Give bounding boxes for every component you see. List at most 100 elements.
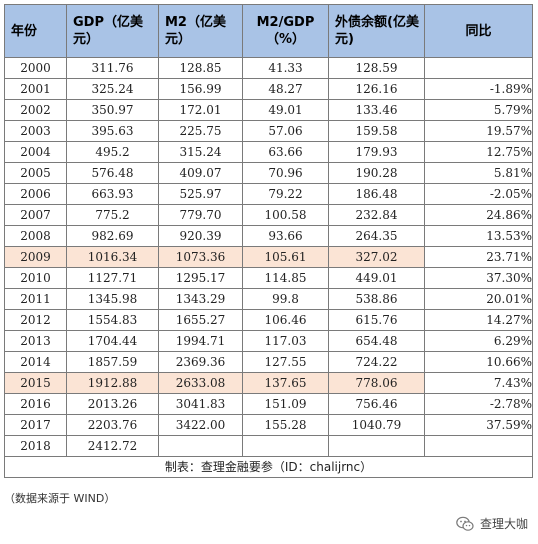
- cell-yoy: [424, 57, 533, 79]
- cell-year: 2013: [4, 330, 67, 352]
- cell-m2-gdp: 106.46: [242, 309, 329, 331]
- cell-m2: 2369.36: [158, 351, 243, 373]
- cell-m2: 2633.08: [158, 372, 243, 394]
- table-row: 2006 663.93 525.97 79.22 186.48 -2.05%: [4, 183, 533, 205]
- cell-external-debt: [328, 435, 425, 457]
- source-note: （数据来源于 WIND）: [4, 492, 116, 505]
- cell-m2-gdp: 114.85: [242, 267, 329, 289]
- cell-external-debt: 615.76: [328, 309, 425, 331]
- cell-year: 2006: [4, 183, 67, 205]
- cell-m2: 3422.00: [158, 414, 243, 436]
- cell-m2: 920.39: [158, 225, 243, 247]
- cell-yoy: 23.71%: [424, 246, 533, 268]
- cell-m2: 1655.27: [158, 309, 243, 331]
- footer-row: 制表：查理金融要参（ID：chalijrnc）: [4, 456, 533, 478]
- cell-m2-gdp: 100.58: [242, 204, 329, 226]
- cell-m2-gdp: 70.96: [242, 162, 329, 184]
- cell-gdp: 325.24: [66, 78, 159, 100]
- table-row: 2012 1554.83 1655.27 106.46 615.76 14.27%: [4, 309, 533, 331]
- cell-m2: 1073.36: [158, 246, 243, 268]
- cell-external-debt: 179.93: [328, 141, 425, 163]
- header-external-debt: 外债余额(亿美元): [328, 4, 425, 58]
- table-row: 2002 350.97 172.01 49.01 133.46 5.79%: [4, 99, 533, 121]
- header-yoy: 同比: [424, 4, 533, 58]
- cell-m2: 3041.83: [158, 393, 243, 415]
- cell-gdp: 395.63: [66, 120, 159, 142]
- cell-external-debt: 128.59: [328, 57, 425, 79]
- cell-external-debt: 538.86: [328, 288, 425, 310]
- cell-year: 2017: [4, 414, 67, 436]
- cell-external-debt: 232.84: [328, 204, 425, 226]
- cell-year: 2008: [4, 225, 67, 247]
- cell-year: 2018: [4, 435, 67, 457]
- cell-m2-gdp: 41.33: [242, 57, 329, 79]
- cell-m2: [158, 435, 243, 457]
- wechat-icon: [456, 516, 474, 531]
- cell-m2-gdp: 117.03: [242, 330, 329, 352]
- cell-m2-gdp: 105.61: [242, 246, 329, 268]
- cell-year: 2010: [4, 267, 67, 289]
- cell-gdp: 576.48: [66, 162, 159, 184]
- cell-gdp: 1857.59: [66, 351, 159, 373]
- cell-m2-gdp: 79.22: [242, 183, 329, 205]
- cell-year: 2000: [4, 57, 67, 79]
- cell-gdp: 2203.76: [66, 414, 159, 436]
- cell-external-debt: 186.48: [328, 183, 425, 205]
- cell-gdp: 2013.26: [66, 393, 159, 415]
- cell-gdp: 1016.34: [66, 246, 159, 268]
- table-row: 2011 1345.98 1343.29 99.8 538.86 20.01%: [4, 288, 533, 310]
- cell-gdp: 311.76: [66, 57, 159, 79]
- cell-external-debt: 327.02: [328, 246, 425, 268]
- cell-gdp: 1127.71: [66, 267, 159, 289]
- table-row: 2010 1127.71 1295.17 114.85 449.01 37.30%: [4, 267, 533, 289]
- cell-gdp: 350.97: [66, 99, 159, 121]
- cell-m2-gdp: 155.28: [242, 414, 329, 436]
- cell-yoy: 19.57%: [424, 120, 533, 142]
- table-row: 2018 2412.72: [4, 435, 533, 457]
- cell-yoy: -1.89%: [424, 78, 533, 100]
- cell-yoy: 6.29%: [424, 330, 533, 352]
- cell-yoy: -2.78%: [424, 393, 533, 415]
- watermark: 查理大咖: [456, 515, 528, 532]
- cell-m2-gdp: [242, 435, 329, 457]
- cell-year: 2003: [4, 120, 67, 142]
- cell-m2-gdp: 93.66: [242, 225, 329, 247]
- cell-gdp: 1554.83: [66, 309, 159, 331]
- cell-external-debt: 724.22: [328, 351, 425, 373]
- cell-m2: 1994.71: [158, 330, 243, 352]
- cell-m2: 409.07: [158, 162, 243, 184]
- header-year: 年份: [4, 4, 67, 58]
- cell-m2: 172.01: [158, 99, 243, 121]
- cell-yoy: 5.79%: [424, 99, 533, 121]
- cell-yoy: 10.66%: [424, 351, 533, 373]
- cell-external-debt: 133.46: [328, 99, 425, 121]
- cell-gdp: 775.2: [66, 204, 159, 226]
- cell-yoy: 20.01%: [424, 288, 533, 310]
- cell-year: 2012: [4, 309, 67, 331]
- cell-external-debt: 756.46: [328, 393, 425, 415]
- cell-yoy: 37.30%: [424, 267, 533, 289]
- table-row: 2013 1704.44 1994.71 117.03 654.48 6.29%: [4, 330, 533, 352]
- cell-m2: 1295.17: [158, 267, 243, 289]
- cell-gdp: 495.2: [66, 141, 159, 163]
- table-row: 2001 325.24 156.99 48.27 126.16 -1.89%: [4, 78, 533, 100]
- cell-m2-gdp: 49.01: [242, 99, 329, 121]
- cell-gdp: 663.93: [66, 183, 159, 205]
- cell-external-debt: 1040.79: [328, 414, 425, 436]
- cell-m2-gdp: 63.66: [242, 141, 329, 163]
- cell-m2: 779.70: [158, 204, 243, 226]
- cell-year: 2007: [4, 204, 67, 226]
- cell-m2-gdp: 48.27: [242, 78, 329, 100]
- cell-external-debt: 159.58: [328, 120, 425, 142]
- watermark-text: 查理大咖: [479, 517, 528, 531]
- cell-external-debt: 190.28: [328, 162, 425, 184]
- header-gdp: GDP（亿美元）: [66, 4, 159, 58]
- cell-external-debt: 264.35: [328, 225, 425, 247]
- cell-m2-gdp: 99.8: [242, 288, 329, 310]
- cell-gdp: 982.69: [66, 225, 159, 247]
- cell-gdp: 2412.72: [66, 435, 159, 457]
- cell-yoy: 7.43%: [424, 372, 533, 394]
- cell-yoy: 24.86%: [424, 204, 533, 226]
- cell-m2: 525.97: [158, 183, 243, 205]
- cell-m2-gdp: 57.06: [242, 120, 329, 142]
